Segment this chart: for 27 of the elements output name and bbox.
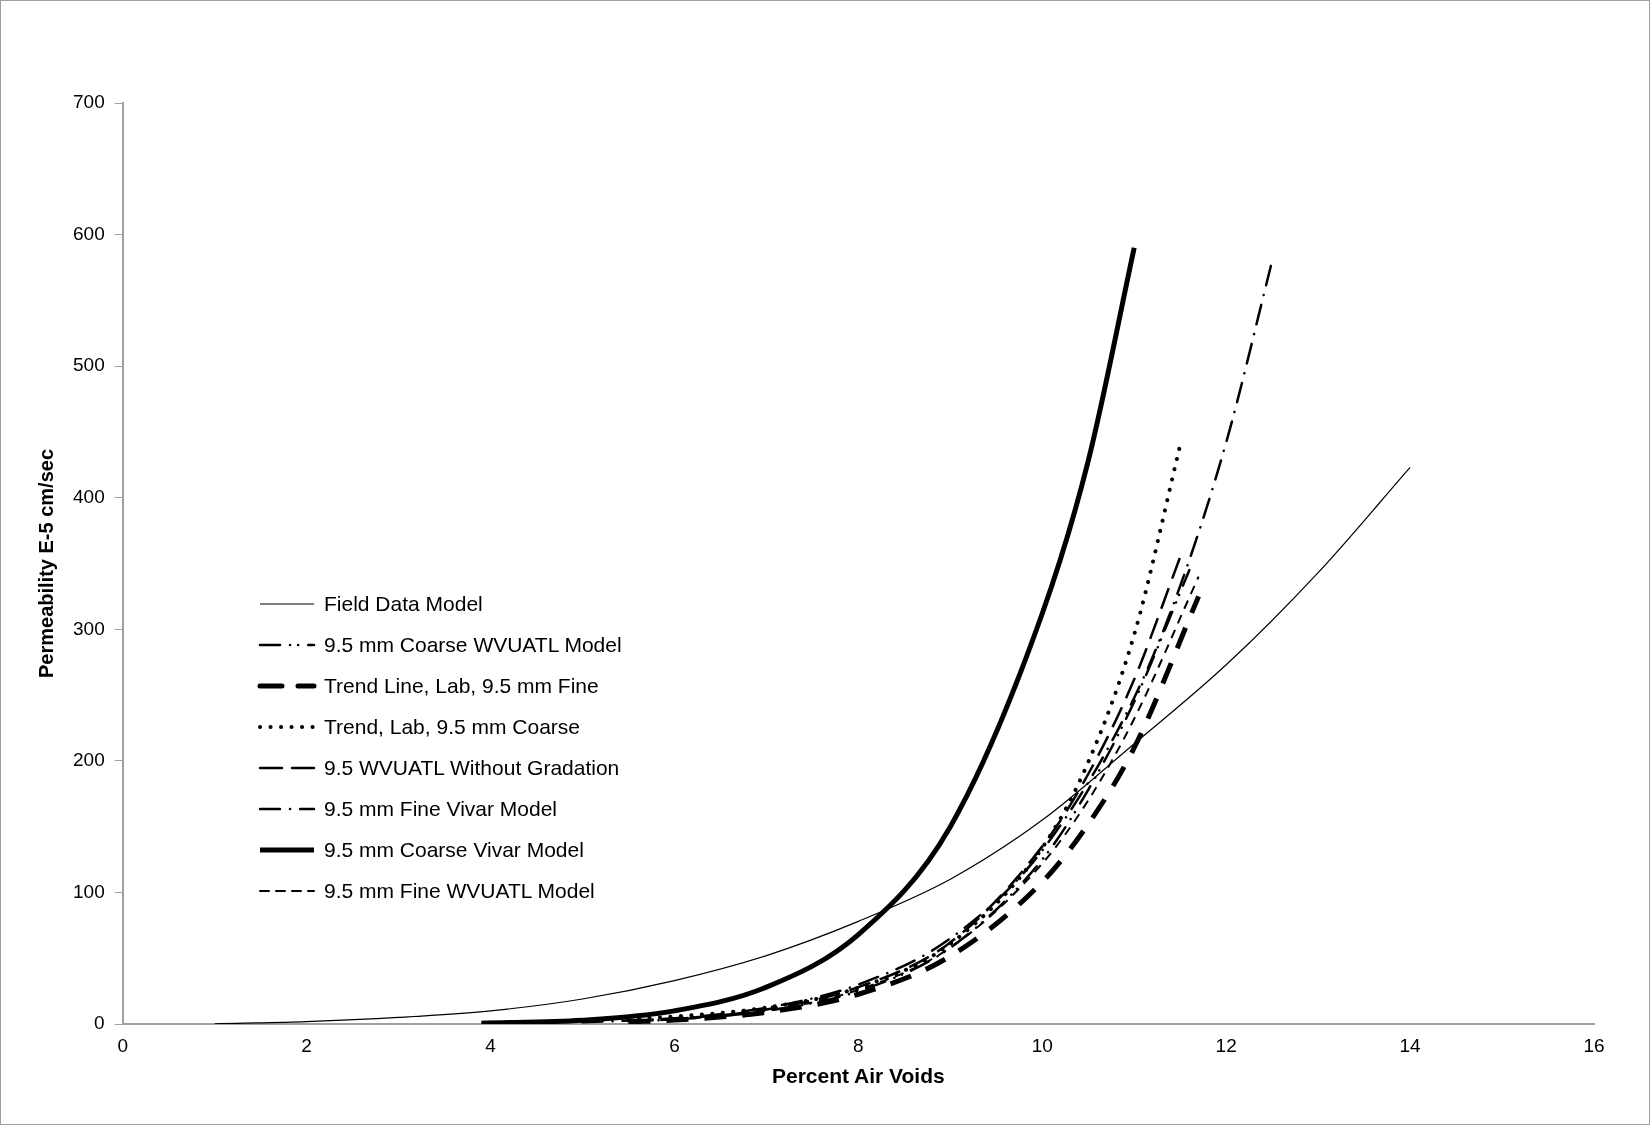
x-tick-label: 2	[301, 1034, 312, 1056]
x-tick-label: 8	[853, 1034, 864, 1056]
legend-label: Trend Line, Lab, 9.5 mm Fine	[324, 673, 599, 698]
y-tick-label: 200	[73, 749, 105, 771]
x-tick-label: 12	[1215, 1034, 1237, 1056]
x-tick-label: 4	[485, 1034, 497, 1056]
x-tick-label: 0	[117, 1034, 128, 1056]
y-axis-title: Permeability E-5 cm/sec	[34, 448, 57, 679]
legend-label: Trend, Lab, 9.5 mm Coarse	[324, 714, 580, 739]
legend-label: Field Data Model	[324, 591, 483, 616]
x-axis-title: Percent Air Voids	[771, 1064, 945, 1088]
legend-label: 9.5 mm Coarse WVUATL Model	[324, 632, 622, 657]
y-tick-label: 300	[73, 617, 105, 639]
legend-label: 9.5 mm Coarse Vivar Model	[324, 837, 584, 862]
legend-label: 9.5 mm Fine WVUATL Model	[324, 878, 595, 903]
y-tick-label: 0	[94, 1012, 105, 1034]
y-tick-label: 100	[73, 880, 105, 902]
y-tick-label: 700	[73, 91, 105, 113]
y-tick-label: 600	[73, 222, 105, 244]
y-tick-label: 400	[73, 485, 105, 507]
legend-label: 9.5 mm Fine Vivar Model	[324, 796, 558, 821]
y-tick-label: 500	[73, 354, 105, 376]
x-tick-label: 10	[1031, 1034, 1053, 1056]
x-tick-label: 6	[669, 1034, 680, 1056]
x-tick-label: 14	[1399, 1034, 1422, 1056]
legend-label: 9.5 WVUATL Without Gradation	[324, 755, 620, 780]
x-tick-label: 16	[1583, 1034, 1605, 1056]
